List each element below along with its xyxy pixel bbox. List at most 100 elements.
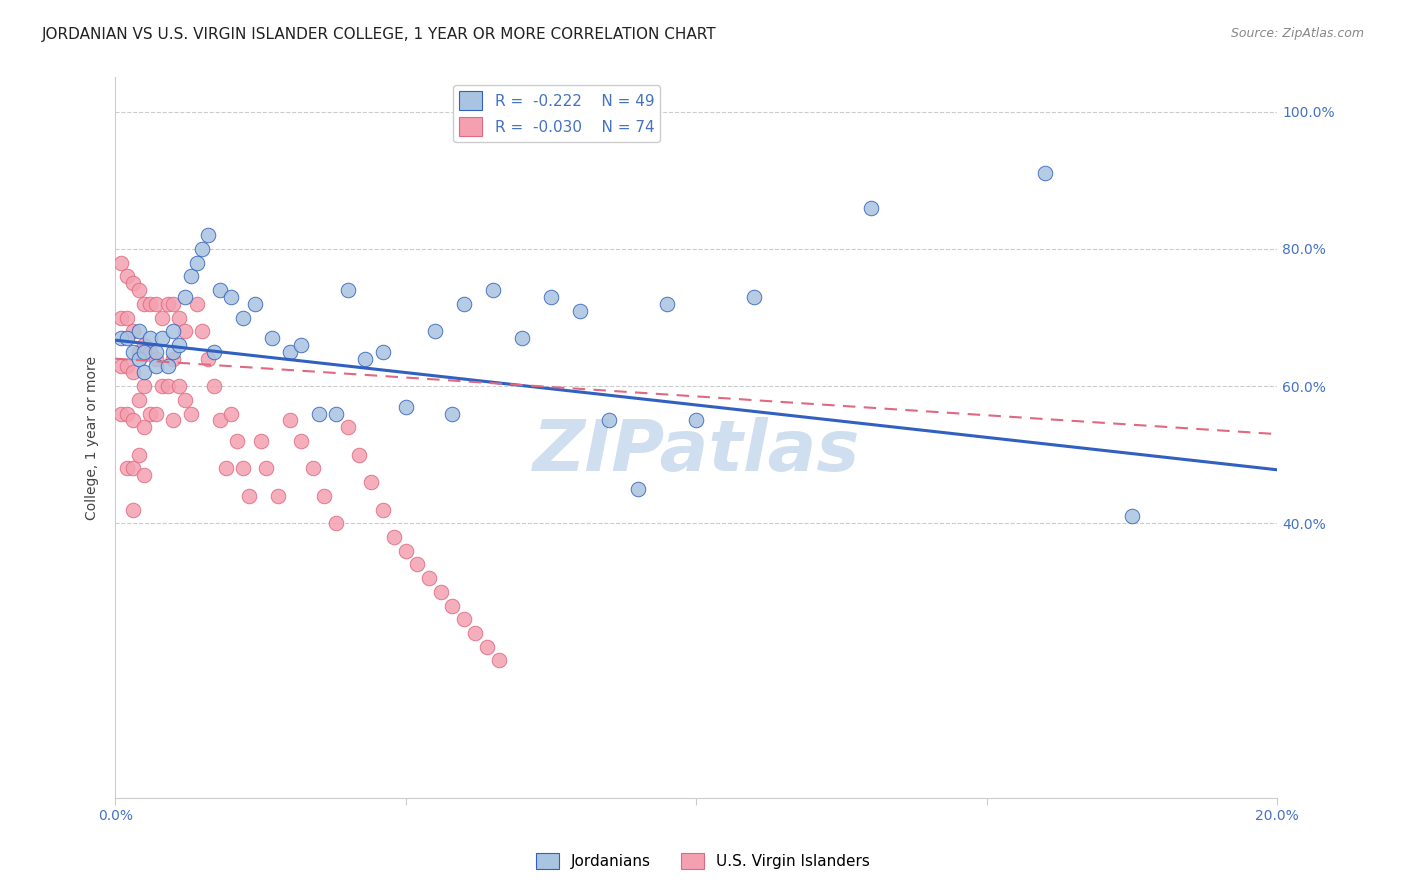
- Point: [145, 297, 167, 311]
- Point: [121, 413, 143, 427]
- Point: [191, 324, 214, 338]
- Point: [441, 407, 464, 421]
- Point: [128, 351, 150, 366]
- Point: [121, 277, 143, 291]
- Point: [1121, 509, 1143, 524]
- Point: [423, 324, 446, 338]
- Point: [156, 359, 179, 373]
- Point: [115, 269, 138, 284]
- Point: [110, 359, 132, 373]
- Point: [232, 461, 254, 475]
- Point: [134, 420, 156, 434]
- Point: [360, 475, 382, 490]
- Point: [267, 489, 290, 503]
- Point: [134, 344, 156, 359]
- Text: ZIPatlas: ZIPatlas: [533, 417, 860, 486]
- Point: [540, 290, 562, 304]
- Point: [121, 344, 143, 359]
- Point: [202, 344, 225, 359]
- Point: [406, 558, 429, 572]
- Point: [121, 502, 143, 516]
- Point: [134, 297, 156, 311]
- Point: [249, 434, 271, 448]
- Point: [744, 290, 766, 304]
- Point: [453, 297, 475, 311]
- Point: [290, 338, 312, 352]
- Point: [418, 571, 440, 585]
- Point: [128, 448, 150, 462]
- Point: [325, 516, 347, 531]
- Point: [110, 331, 132, 345]
- Point: [134, 379, 156, 393]
- Point: [221, 407, 243, 421]
- Point: [134, 468, 156, 483]
- Point: [139, 344, 162, 359]
- Point: [197, 228, 219, 243]
- Point: [349, 448, 371, 462]
- Point: [121, 324, 143, 338]
- Legend: Jordanians, U.S. Virgin Islanders: Jordanians, U.S. Virgin Islanders: [530, 847, 876, 875]
- Point: [382, 530, 405, 544]
- Point: [156, 297, 179, 311]
- Point: [475, 640, 498, 654]
- Point: [128, 283, 150, 297]
- Point: [429, 585, 451, 599]
- Point: [167, 310, 190, 325]
- Point: [262, 331, 284, 345]
- Point: [395, 543, 418, 558]
- Point: [139, 331, 162, 345]
- Point: [186, 297, 208, 311]
- Point: [278, 344, 301, 359]
- Point: [145, 351, 167, 366]
- Point: [174, 290, 197, 304]
- Point: [238, 489, 260, 503]
- Point: [510, 331, 533, 345]
- Point: [243, 297, 266, 311]
- Point: [336, 420, 359, 434]
- Point: [156, 379, 179, 393]
- Point: [128, 324, 150, 338]
- Point: [226, 434, 249, 448]
- Legend: R =  -0.222    N = 49, R =  -0.030    N = 74: R = -0.222 N = 49, R = -0.030 N = 74: [453, 85, 661, 142]
- Point: [598, 413, 620, 427]
- Point: [488, 653, 510, 667]
- Point: [110, 255, 132, 269]
- Point: [325, 407, 347, 421]
- Point: [482, 283, 505, 297]
- Point: [290, 434, 312, 448]
- Point: [464, 626, 486, 640]
- Point: [278, 413, 301, 427]
- Point: [139, 407, 162, 421]
- Point: [174, 324, 197, 338]
- Point: [162, 344, 184, 359]
- Point: [202, 379, 225, 393]
- Point: [134, 365, 156, 379]
- Point: [121, 365, 143, 379]
- Point: [685, 413, 707, 427]
- Point: [197, 351, 219, 366]
- Point: [174, 392, 197, 407]
- Point: [180, 407, 202, 421]
- Point: [128, 344, 150, 359]
- Point: [336, 283, 359, 297]
- Point: [150, 310, 173, 325]
- Point: [354, 351, 377, 366]
- Point: [395, 400, 418, 414]
- Point: [145, 359, 167, 373]
- Point: [128, 392, 150, 407]
- Point: [301, 461, 323, 475]
- Point: [115, 310, 138, 325]
- Point: [167, 379, 190, 393]
- Point: [208, 283, 231, 297]
- Point: [657, 297, 679, 311]
- Point: [145, 344, 167, 359]
- Point: [145, 407, 167, 421]
- Point: [569, 303, 592, 318]
- Point: [134, 338, 156, 352]
- Text: Source: ZipAtlas.com: Source: ZipAtlas.com: [1230, 27, 1364, 40]
- Point: [371, 344, 394, 359]
- Point: [859, 201, 882, 215]
- Point: [232, 310, 254, 325]
- Point: [150, 379, 173, 393]
- Point: [314, 489, 336, 503]
